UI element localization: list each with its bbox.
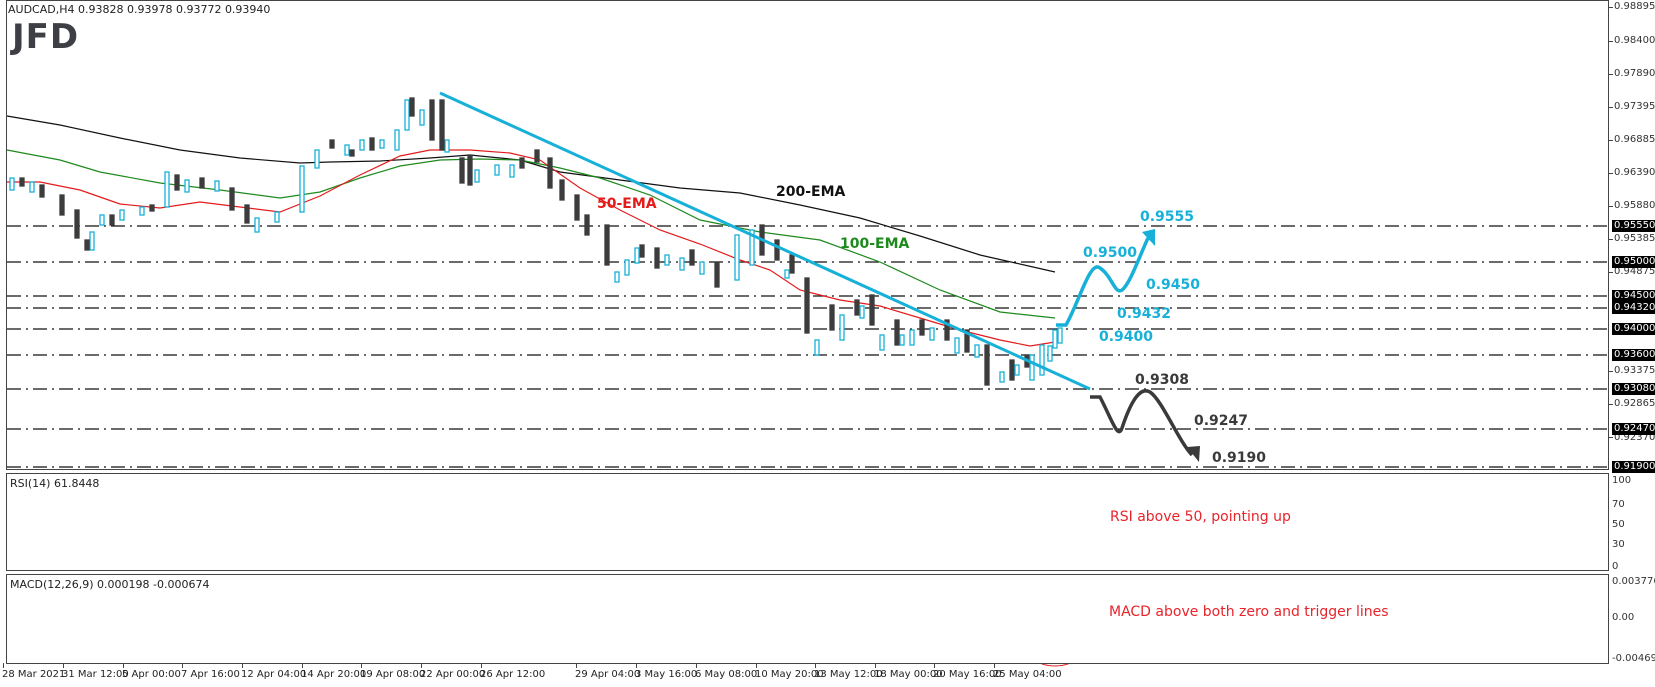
time-label: 22 Apr 00:00 <box>420 669 486 680</box>
downtrend-line <box>439 91 1091 391</box>
time-label: 12 Apr 04:00 <box>241 669 307 680</box>
time-label: 14 Apr 20:00 <box>301 669 367 680</box>
time-label: 6 May 08:00 <box>695 669 758 680</box>
horizontal-levels <box>7 225 1608 468</box>
level-label-0.95000: 0.95000 <box>1612 256 1655 268</box>
level-label-0.94500: 0.94500 <box>1612 290 1655 302</box>
rsi-axis-100: 100 <box>1612 475 1632 486</box>
rsi-title: RSI(14) 61.8448 <box>10 477 100 490</box>
bull-level-0.9400: 0.9400 <box>1099 329 1154 345</box>
time-label: 28 Mar 2021 <box>2 669 66 680</box>
time-label: 13 May 12:00 <box>814 669 883 680</box>
time-label: 31 Mar 12:00 <box>62 669 129 680</box>
macd-annotation: MACD above both zero and trigger lines <box>1109 604 1389 620</box>
price-tick: 0.94875 <box>1614 266 1655 277</box>
price-tick: 0.92370 <box>1614 432 1655 443</box>
time-label: 5 Apr 00:00 <box>122 669 181 680</box>
time-label: 26 Apr 12:00 <box>480 669 546 680</box>
bullish-arrowhead <box>1142 229 1155 246</box>
macd-axis-max: 0.003776 <box>1612 576 1655 587</box>
price-tick: 0.95385 <box>1614 233 1655 244</box>
time-label: 29 Apr 04:00 <box>575 669 641 680</box>
price-tick: 0.92865 <box>1614 398 1655 409</box>
price-tick: 0.98895 <box>1614 1 1655 12</box>
price-tick: 0.98400 <box>1614 35 1655 46</box>
bearish-scenario-arrow <box>1090 389 1194 457</box>
bull-level-0.9432: 0.9432 <box>1117 306 1172 322</box>
time-label: 20 May 16:00 <box>933 669 1002 680</box>
price-tick: 0.97395 <box>1614 101 1655 112</box>
ema100-line <box>6 149 1056 319</box>
bearish-arrowhead <box>1187 446 1200 462</box>
price-tick: 0.96390 <box>1614 167 1655 178</box>
level-label-0.94000: 0.94000 <box>1612 323 1655 335</box>
rsi-annotation: RSI above 50, pointing up <box>1110 509 1291 525</box>
level-label-0.94320: 0.94320 <box>1612 302 1655 314</box>
level-label-0.93600: 0.93600 <box>1612 349 1655 361</box>
macd-title: MACD(12,26,9) 0.000198 -0.000674 <box>10 578 210 591</box>
jfd-logo: JFD <box>12 17 80 57</box>
bear-level-0.9308: 0.9308 <box>1135 372 1190 388</box>
rsi-axis-0: 0 <box>1612 561 1619 572</box>
bullish-scenario-arrow <box>1056 237 1150 327</box>
price-tick: 0.96885 <box>1614 134 1655 145</box>
time-label: 7 Apr 16:00 <box>181 669 240 680</box>
macd-pane[interactable] <box>6 574 1609 664</box>
bear-target-0.9190: 0.9190 <box>1212 450 1267 466</box>
time-label: 10 May 20:00 <box>755 669 824 680</box>
bull-level-0.9450: 0.9450 <box>1146 277 1201 293</box>
bull-target-0.9555: 0.9555 <box>1140 209 1195 225</box>
bull-level-0.9500: 0.9500 <box>1083 245 1138 261</box>
price-tick: 0.93375 <box>1614 365 1655 376</box>
time-label: 18 May 00:00 <box>874 669 943 680</box>
price-tick: 0.97890 <box>1614 68 1655 79</box>
time-label: 19 Apr 08:00 <box>360 669 426 680</box>
price-chart-pane[interactable] <box>6 0 1609 470</box>
rsi-axis-50: 50 <box>1612 519 1625 530</box>
level-label-0.93080: 0.93080 <box>1612 383 1655 395</box>
rsi-axis-70: 70 <box>1612 499 1625 510</box>
rsi-pane[interactable] <box>6 473 1609 571</box>
macd-axis-min: -0.004692 <box>1612 653 1655 664</box>
ema200-line <box>6 115 1056 273</box>
macd-axis-zero: 0.00 <box>1612 612 1635 623</box>
time-label: 25 May 04:00 <box>993 669 1062 680</box>
ema50-line <box>7 149 1056 347</box>
level-label-0.92470: 0.92470 <box>1612 423 1655 435</box>
bear-level-0.9247: 0.9247 <box>1194 413 1249 429</box>
level-label-0.91900: 0.91900 <box>1612 461 1655 473</box>
symbol-ohlc-header: AUDCAD,H4 0.93828 0.93978 0.93772 0.9394… <box>8 3 271 16</box>
candlesticks <box>9 97 1063 386</box>
ema200-label: 200-EMA <box>776 184 846 200</box>
ema50-label: 50-EMA <box>597 196 657 212</box>
time-label: 3 May 16:00 <box>635 669 698 680</box>
ema100-label: 100-EMA <box>840 236 910 252</box>
price-tick: 0.95880 <box>1614 200 1655 211</box>
rsi-axis-30: 30 <box>1612 539 1625 550</box>
level-label-0.95550: 0.95550 <box>1612 220 1655 232</box>
